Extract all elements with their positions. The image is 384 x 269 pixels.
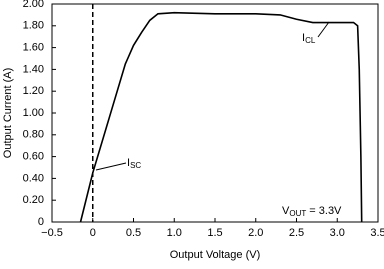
y-axis-title: Output Current (A) [2,68,14,158]
y-tick-label: 0.20 [23,194,44,206]
x-tick-label: 3.5 [370,227,384,239]
annotation-leader [95,162,127,171]
y-tick-label: 1.20 [23,85,44,97]
annotation: VOUT = 3.3V [282,205,342,218]
annotation-sub: OUT [289,209,306,218]
annotation: ICL [302,32,316,45]
annotation-leader [317,21,330,38]
data-line [79,11,363,223]
y-tick-label: 2.00 [23,0,44,10]
annotation-sub: SC [130,161,141,170]
y-tick-label: 0 [38,216,44,228]
annotation-main: V [282,205,290,217]
y-tick-label: 1.80 [23,20,44,32]
x-tick-label: 1.0 [167,227,182,239]
y-tick-label: 1.60 [23,42,44,54]
y-tick-label: 1.00 [23,107,44,119]
annotation-main: I [127,157,130,169]
annotation-sub: CL [305,36,316,45]
x-tick-label: 0 [90,227,96,239]
y-tick-label: 0.60 [23,151,44,163]
y-tick-label: 1.40 [23,63,44,75]
annotation: ISC [127,157,141,170]
x-tick-label: 2.5 [289,227,304,239]
x-tick-label: 2.0 [248,227,263,239]
y-tick-label: 0.40 [23,172,44,184]
x-tick-label: 1.5 [207,227,222,239]
x-tick-label: −0.5 [41,227,63,239]
x-axis-title: Output Voltage (V) [170,249,261,261]
annotation-suffix: = 3.3V [306,205,342,217]
y-tick-label: 0.80 [23,129,44,141]
x-tick-label: 3.0 [330,227,345,239]
annotation-main: I [302,32,305,44]
x-tick-label: 0.5 [126,227,141,239]
plot-frame [51,3,379,223]
